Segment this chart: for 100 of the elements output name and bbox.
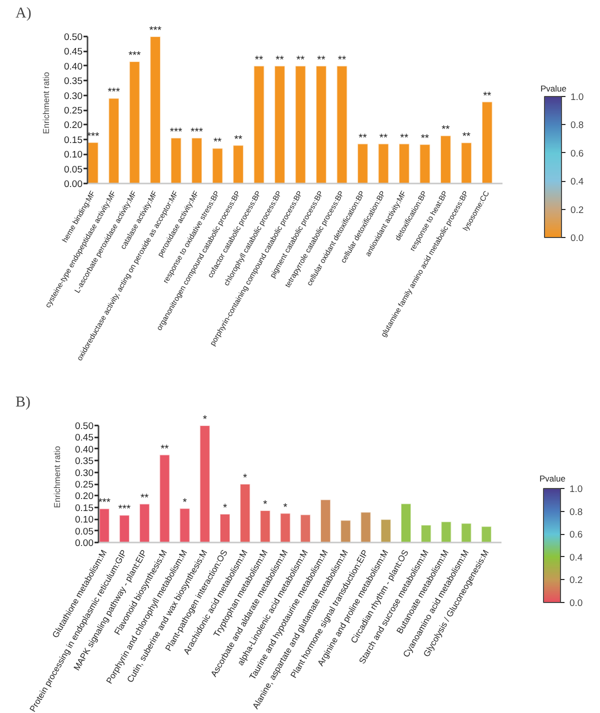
data-label: ** <box>140 492 149 504</box>
data-label: ** <box>317 54 326 66</box>
y-tick-label: 0.45 <box>75 432 94 444</box>
bar <box>108 98 120 184</box>
data-label: ** <box>296 54 305 66</box>
color-bar-title: Pvalue <box>540 474 566 484</box>
bar <box>398 143 410 184</box>
bar <box>232 144 244 184</box>
data-label: * <box>263 498 268 510</box>
y-tick-label: 0.50 <box>64 32 83 43</box>
bar <box>253 65 265 184</box>
y-tick-label: 0.10 <box>75 514 94 526</box>
bar <box>420 524 432 542</box>
y-tick-label: 0.30 <box>64 90 83 102</box>
bar <box>400 503 412 542</box>
data-label: * <box>243 472 248 484</box>
y-axis-title: Enrichment ratio <box>52 446 62 508</box>
y-tick-label: 0.20 <box>64 120 83 132</box>
color-bar-label: 0.4 <box>570 176 584 188</box>
color-bar-label: 0.6 <box>570 530 583 541</box>
bar <box>139 503 150 542</box>
bar <box>378 143 390 184</box>
bar <box>179 508 190 542</box>
y-tick-label: 0.45 <box>64 46 83 58</box>
y-tick-label: 0.35 <box>64 76 83 88</box>
bar <box>440 521 452 542</box>
bar <box>294 65 306 184</box>
color-bar-label: 0.0 <box>570 233 584 244</box>
color-bar-label: 1.0 <box>570 92 584 103</box>
bar <box>199 425 210 542</box>
bar <box>240 484 251 542</box>
y-tick-label: 0.10 <box>64 150 83 161</box>
data-label: * <box>222 502 228 514</box>
y-tick-label: 0.40 <box>75 444 94 456</box>
bar <box>460 522 472 542</box>
data-label: ** <box>276 54 284 66</box>
bar <box>460 142 472 184</box>
bar <box>219 513 231 542</box>
y-tick-label: 0.00 <box>75 538 94 549</box>
data-label: ** <box>338 54 346 66</box>
bar <box>300 514 311 542</box>
y-tick-label: 0.25 <box>64 106 83 116</box>
data-label: ** <box>462 130 471 143</box>
y-tick-label: 0.30 <box>75 468 94 479</box>
y-tick-label: 0.40 <box>64 61 83 72</box>
y-tick-label: 0.50 <box>75 421 94 432</box>
data-label: * <box>283 501 288 514</box>
data-label: ** <box>358 132 367 144</box>
bar <box>336 65 348 184</box>
data-label: ** <box>420 132 430 144</box>
bar <box>260 510 271 542</box>
color-bar-label: 0.6 <box>570 148 584 160</box>
bar <box>280 512 291 542</box>
data-label: ** <box>160 442 169 455</box>
bar <box>481 101 493 184</box>
data-label: *** <box>149 24 162 36</box>
y-tick-label: 0.25 <box>75 480 94 490</box>
bar <box>440 135 452 184</box>
bar <box>191 137 202 184</box>
y-tick-label: 0.15 <box>64 134 83 146</box>
color-bar-label: 0.2 <box>570 204 584 216</box>
data-label: *** <box>128 49 141 62</box>
color-bar-title: Pvalue <box>540 84 567 94</box>
chart-title: B) <box>16 394 31 410</box>
data-label: *** <box>170 126 182 138</box>
data-label: ** <box>400 132 408 144</box>
bar <box>340 520 352 542</box>
data-label: ** <box>379 132 388 144</box>
bar <box>150 36 162 184</box>
color-bar-label: 0.8 <box>570 506 583 518</box>
color-bar-label: 0.4 <box>570 552 583 564</box>
bar <box>316 65 327 184</box>
bar <box>88 142 99 184</box>
color-bar-label: 1.0 <box>570 484 583 495</box>
bar <box>419 144 431 184</box>
bar <box>170 137 182 184</box>
bar <box>380 518 392 542</box>
data-label: *** <box>190 126 203 138</box>
y-tick-label: 0.35 <box>75 456 94 468</box>
bar <box>128 60 140 184</box>
data-label: ** <box>254 54 264 66</box>
bar <box>159 454 170 542</box>
data-label: ** <box>213 136 222 148</box>
data-label: ** <box>234 133 242 146</box>
color-bar-label: 0.2 <box>570 575 583 586</box>
y-axis-title: Enrichment ratio <box>41 72 52 134</box>
data-label: * <box>182 496 187 508</box>
data-label: *** <box>108 86 120 98</box>
color-bar-label: 0.8 <box>570 120 584 132</box>
bar <box>98 508 110 542</box>
bar <box>360 512 372 542</box>
data-label: ** <box>483 90 492 102</box>
bar <box>480 526 492 542</box>
bar <box>212 148 224 184</box>
y-tick-label: 0.05 <box>75 526 94 538</box>
y-tick-label: 0.00 <box>64 179 83 190</box>
bar <box>320 499 332 542</box>
y-tick-label: 0.15 <box>75 502 94 514</box>
color-bar-label: 0.0 <box>570 598 583 609</box>
bar <box>357 143 368 184</box>
